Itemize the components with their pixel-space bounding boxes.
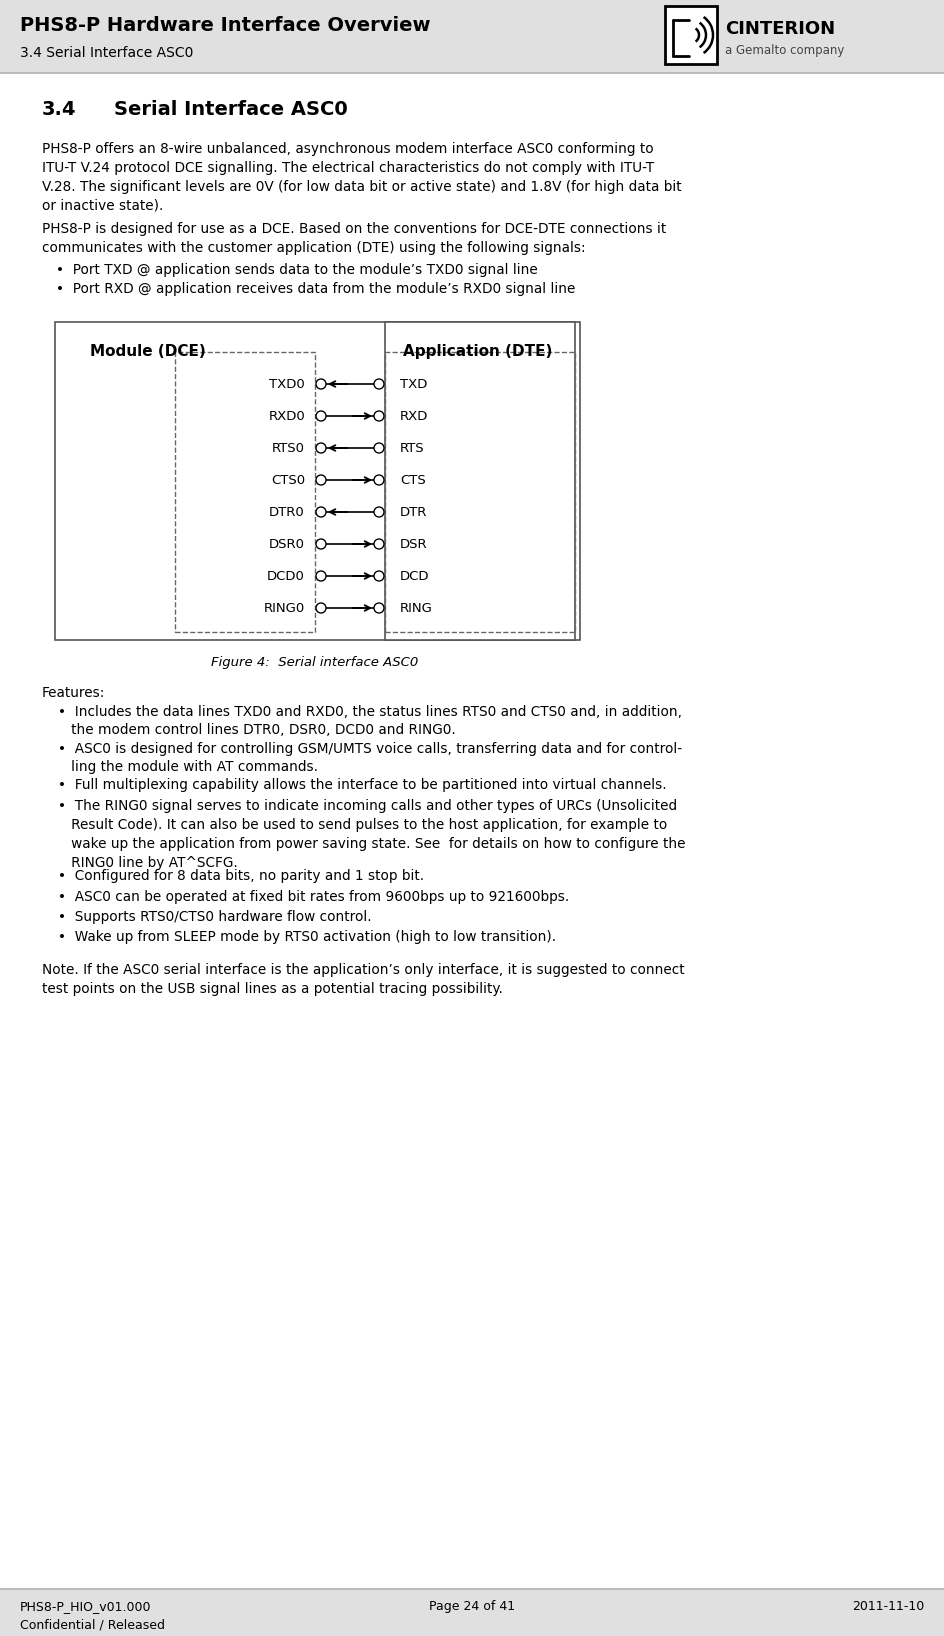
Circle shape xyxy=(374,571,384,581)
Text: a Gemalto company: a Gemalto company xyxy=(725,44,844,57)
Bar xyxy=(0,1589,944,1590)
Circle shape xyxy=(316,380,326,389)
Bar xyxy=(0,0,944,72)
Circle shape xyxy=(316,604,326,614)
Text: CINTERION: CINTERION xyxy=(725,20,835,38)
Circle shape xyxy=(374,411,384,420)
Text: CTS0: CTS0 xyxy=(271,473,305,486)
Text: Page 24 of 41: Page 24 of 41 xyxy=(429,1600,515,1613)
Circle shape xyxy=(374,538,384,550)
Text: Features:: Features: xyxy=(42,685,106,700)
Text: TXD: TXD xyxy=(400,378,428,391)
Text: RING: RING xyxy=(400,602,433,615)
Text: DTR0: DTR0 xyxy=(269,506,305,519)
Text: TXD0: TXD0 xyxy=(269,378,305,391)
Text: •  Configured for 8 data bits, no parity and 1 stop bit.: • Configured for 8 data bits, no parity … xyxy=(58,869,429,883)
Text: CTS: CTS xyxy=(400,473,426,486)
Bar xyxy=(175,352,315,631)
Text: Note. If the ASC0 serial interface is the application’s only interface, it is su: Note. If the ASC0 serial interface is th… xyxy=(42,964,684,996)
Bar xyxy=(385,352,575,631)
Circle shape xyxy=(374,380,384,389)
Bar xyxy=(55,322,580,640)
Text: RXD: RXD xyxy=(400,409,429,422)
Bar xyxy=(0,1590,944,1636)
Text: Application (DTE): Application (DTE) xyxy=(403,344,552,358)
Text: •  Supports RTS0/CTS0 hardware flow control.: • Supports RTS0/CTS0 hardware flow contr… xyxy=(58,910,372,924)
Text: RTS0: RTS0 xyxy=(272,442,305,455)
Bar xyxy=(385,322,575,640)
Circle shape xyxy=(316,538,326,550)
Bar xyxy=(0,72,944,74)
Text: •  Wake up from SLEEP mode by RTS0 activation (high to low transition).: • Wake up from SLEEP mode by RTS0 activa… xyxy=(58,931,556,944)
Text: RXD0: RXD0 xyxy=(268,409,305,422)
Text: •  Port RXD @ application receives data from the module’s RXD0 signal line: • Port RXD @ application receives data f… xyxy=(56,281,576,296)
Text: PHS8-P is designed for use as a DCE. Based on the conventions for DCE-DTE connec: PHS8-P is designed for use as a DCE. Bas… xyxy=(42,222,666,255)
Text: •  Port TXD @ application sends data to the module’s TXD0 signal line: • Port TXD @ application sends data to t… xyxy=(56,263,538,276)
Text: DSR: DSR xyxy=(400,538,428,550)
Text: 3.4: 3.4 xyxy=(42,100,76,119)
Circle shape xyxy=(316,571,326,581)
Text: Figure 4:  Serial interface ASC0: Figure 4: Serial interface ASC0 xyxy=(211,656,418,669)
Text: DCD: DCD xyxy=(400,569,430,582)
Text: DCD0: DCD0 xyxy=(267,569,305,582)
Circle shape xyxy=(374,507,384,517)
Text: PHS8-P offers an 8-wire unbalanced, asynchronous modem interface ASC0 conforming: PHS8-P offers an 8-wire unbalanced, asyn… xyxy=(42,142,682,213)
Text: •  ASC0 is designed for controlling GSM/UMTS voice calls, transferring data and : • ASC0 is designed for controlling GSM/U… xyxy=(58,741,683,774)
Text: 2011-11-10: 2011-11-10 xyxy=(851,1600,924,1613)
Text: •  The RING0 signal serves to indicate incoming calls and other types of URCs (U: • The RING0 signal serves to indicate in… xyxy=(58,798,685,870)
Circle shape xyxy=(316,474,326,484)
Text: PHS8-P Hardware Interface Overview: PHS8-P Hardware Interface Overview xyxy=(20,16,430,34)
Text: Module (DCE): Module (DCE) xyxy=(90,344,206,358)
Text: DSR0: DSR0 xyxy=(269,538,305,550)
Text: DTR: DTR xyxy=(400,506,428,519)
Circle shape xyxy=(316,507,326,517)
Text: PHS8-P_HIO_v01.000: PHS8-P_HIO_v01.000 xyxy=(20,1600,151,1613)
Text: RING0: RING0 xyxy=(263,602,305,615)
Text: •  Full multiplexing capability allows the interface to be partitioned into virt: • Full multiplexing capability allows th… xyxy=(58,779,666,792)
Text: •  ASC0 can be operated at fixed bit rates from 9600bps up to 921600bps.: • ASC0 can be operated at fixed bit rate… xyxy=(58,890,569,903)
Bar xyxy=(665,7,717,64)
Circle shape xyxy=(374,443,384,453)
Circle shape xyxy=(374,604,384,614)
Text: RTS: RTS xyxy=(400,442,425,455)
Circle shape xyxy=(374,474,384,484)
Circle shape xyxy=(316,411,326,420)
Text: •  Includes the data lines TXD0 and RXD0, the status lines RTS0 and CTS0 and, in: • Includes the data lines TXD0 and RXD0,… xyxy=(58,705,682,738)
Circle shape xyxy=(316,443,326,453)
Text: 3.4 Serial Interface ASC0: 3.4 Serial Interface ASC0 xyxy=(20,46,194,61)
Text: Serial Interface ASC0: Serial Interface ASC0 xyxy=(114,100,347,119)
Text: Confidential / Released: Confidential / Released xyxy=(20,1618,165,1631)
